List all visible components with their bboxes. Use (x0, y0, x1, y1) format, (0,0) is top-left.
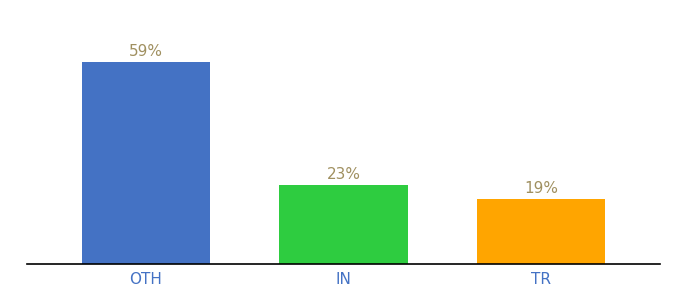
Bar (477, 199, 605, 264)
Text: 19%: 19% (524, 181, 558, 196)
Bar (279, 185, 407, 264)
Bar (82, 62, 210, 264)
Text: 59%: 59% (129, 44, 163, 59)
Text: 23%: 23% (326, 167, 360, 182)
